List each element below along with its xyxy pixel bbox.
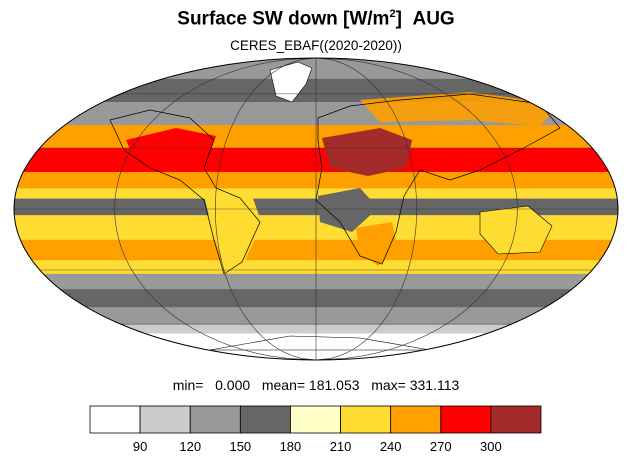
colorbar-tick-label: 180	[280, 439, 302, 454]
map-title: Surface SW down [W/m2] AUG	[0, 8, 632, 30]
max-label: max=	[371, 377, 406, 393]
colorbar-tick-label: 270	[430, 439, 452, 454]
meridian-line	[114, 58, 317, 360]
colorbar-tick-label: 120	[179, 439, 201, 454]
colorbar-tick-label: 240	[380, 439, 402, 454]
title-bracket: ]	[395, 8, 402, 30]
meridian-line	[315, 58, 518, 360]
world-map	[13, 57, 619, 361]
colorbar-swatch	[440, 405, 492, 434]
colorbar-swatch	[239, 405, 291, 434]
max-value: 331.113	[409, 377, 460, 393]
title-exponent: 2	[389, 8, 396, 20]
min-value: 0.000	[215, 377, 251, 393]
colorbar-labels: 90 120 150 180 210 240 270 300	[133, 439, 502, 454]
coastline-americas	[109, 109, 261, 275]
antarctica	[209, 335, 431, 351]
eurasia-north	[360, 92, 560, 126]
colorbar-boxes	[89, 405, 542, 434]
map-outline	[13, 57, 619, 361]
colorbar-swatch	[139, 405, 191, 434]
mean-value: 181.053	[308, 377, 360, 393]
colorbar-swatch	[89, 405, 141, 434]
graticule	[14, 58, 618, 360]
greenland	[269, 61, 313, 103]
meridian-line	[214, 58, 317, 360]
title-month: AUG	[412, 8, 455, 30]
mean-label: mean=	[261, 377, 306, 393]
australia	[479, 205, 553, 255]
colorbar-swatch	[340, 405, 392, 434]
min-label: min=	[172, 377, 204, 393]
south-america	[204, 190, 262, 272]
colorbar-swatch	[189, 405, 241, 434]
statistics-line: min= 0.000 mean= 181.053 max= 331.113	[0, 377, 632, 393]
colorbar-swatch	[290, 405, 341, 434]
colorbar-swatch	[490, 405, 542, 434]
colorbar-tick-label: 90	[133, 439, 147, 454]
meridian-line	[315, 58, 418, 360]
colorbar-tick-label: 300	[480, 439, 502, 454]
colorbar-swatch	[390, 405, 442, 434]
title-text: Surface SW down [W/m	[177, 8, 390, 30]
colorbar-tick-label: 150	[229, 439, 251, 454]
map-subtitle: CERES_EBAF((2020-2020))	[230, 38, 402, 53]
sahara-max	[322, 128, 412, 176]
africa-central	[318, 188, 378, 232]
map-field	[14, 58, 618, 360]
southern-africa	[356, 222, 398, 266]
colorbar-tick-label: 210	[330, 439, 352, 454]
